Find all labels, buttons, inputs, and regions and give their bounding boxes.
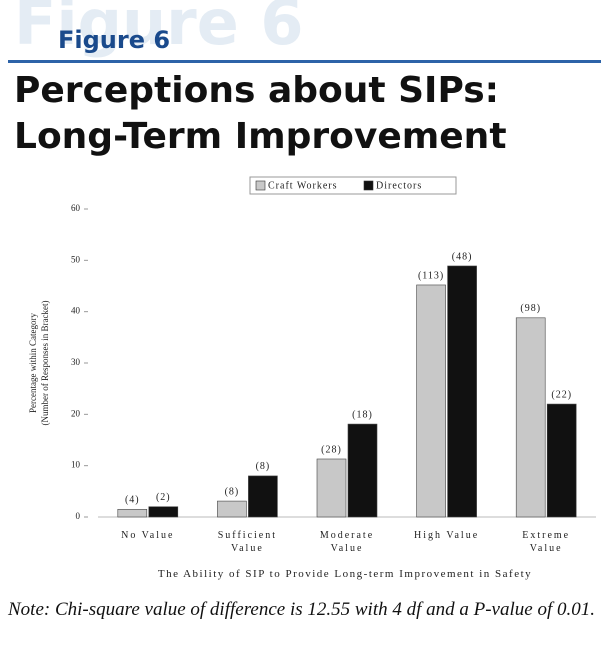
legend-swatch: [255, 180, 266, 191]
x-tick-label: Sufficient Value: [217, 530, 278, 554]
count-label: (48): [452, 251, 473, 262]
chart-title: Perceptions about SIPs: Long-Term Improv…: [14, 70, 507, 157]
bar: [316, 458, 347, 518]
y-tick-label: 30: [71, 357, 81, 367]
figure-label: Figure 6: [58, 26, 171, 54]
x-tick-label: No Value: [121, 530, 175, 541]
x-tick-label: Extreme Value: [522, 530, 571, 554]
bar: [347, 423, 378, 518]
count-label: (18): [352, 409, 373, 420]
count-label: (2): [156, 492, 171, 503]
count-label: (8): [225, 486, 240, 497]
y-axis-label: (Number of Responses in Bracket): [40, 301, 50, 426]
figure-watermark: Figure 6: [14, 0, 304, 59]
legend-swatch: [363, 180, 374, 191]
count-label: (8): [256, 461, 271, 472]
legend-label: Directors: [376, 180, 422, 191]
bar: [148, 506, 179, 518]
count-label: (22): [551, 389, 572, 400]
count-label: (28): [321, 444, 342, 455]
y-tick-label: 60: [71, 203, 81, 213]
note: Note: Chi-square value of difference is …: [8, 599, 595, 620]
legend-box: [249, 176, 457, 195]
x-tick-label: Moderate Value: [319, 530, 375, 554]
bar: [546, 403, 577, 518]
x-tick-label: High Value: [414, 530, 480, 541]
bar: [515, 317, 546, 518]
bar: [416, 284, 446, 518]
legend-label: Craft Workers: [268, 180, 338, 191]
bar: [248, 475, 278, 518]
y-tick-label: 40: [71, 306, 81, 316]
count-label: (4): [125, 495, 140, 506]
y-tick-label: 10: [71, 460, 81, 470]
count-label: (113): [418, 270, 444, 281]
y-tick-label: 50: [71, 254, 81, 264]
y-tick-label: 20: [71, 408, 81, 418]
bar: [447, 265, 477, 518]
x-axis-label: The Ability of SIP to Provide Long-term …: [157, 568, 533, 580]
header-rule: [8, 60, 601, 63]
y-tick-label: 0: [76, 511, 81, 521]
count-label: (98): [520, 303, 541, 314]
bar: [217, 500, 247, 518]
y-axis-label: Percentage within Category: [28, 313, 38, 413]
bar: [117, 508, 148, 518]
